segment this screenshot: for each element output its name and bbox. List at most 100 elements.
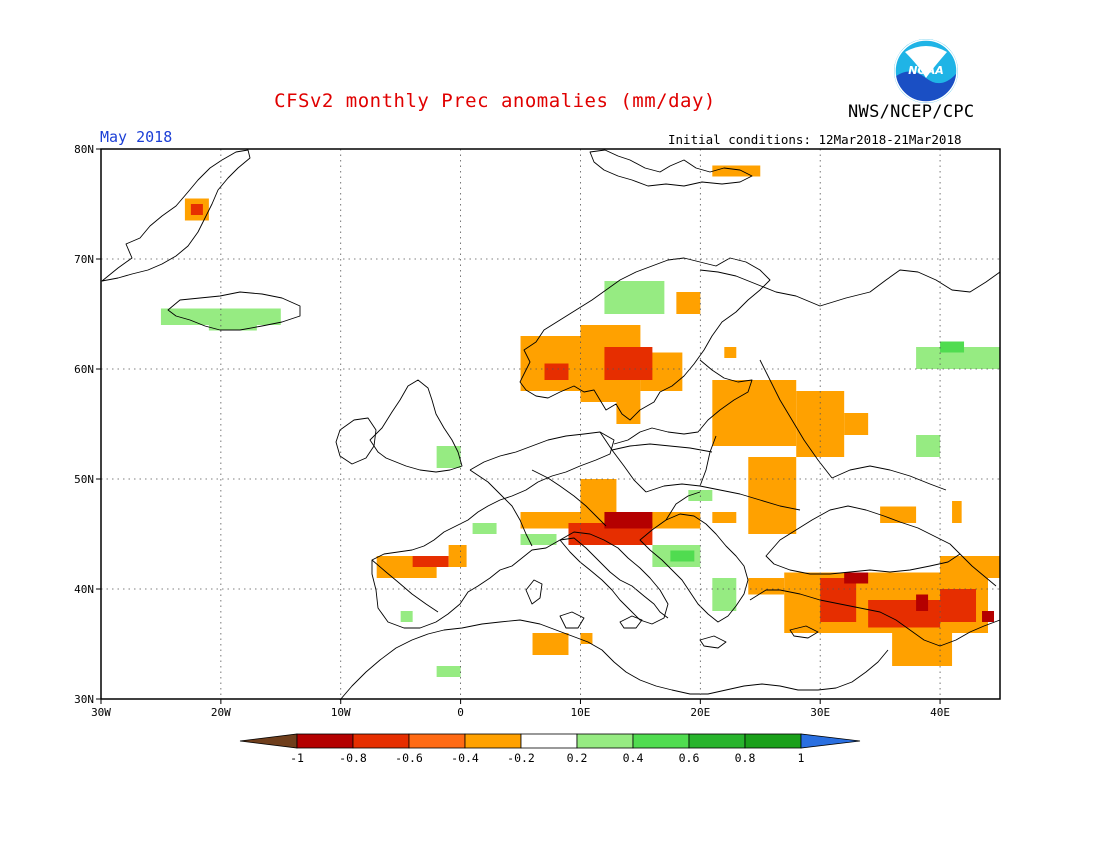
anomaly-cell <box>472 523 497 534</box>
coastlines <box>101 149 1001 701</box>
colorbar-segment <box>688 733 746 749</box>
anomaly-cell <box>604 347 653 380</box>
anomaly-cell <box>712 578 737 611</box>
logo-text: NOAA <box>908 64 944 77</box>
anomaly-cell <box>670 550 695 562</box>
lon-tick-label: 0 <box>457 706 464 719</box>
anomaly-cell <box>712 380 797 446</box>
organization-label: NWS/NCEP/CPC <box>848 102 975 122</box>
anomaly-cell <box>616 402 641 424</box>
lat-tick-label: 60N <box>74 363 94 376</box>
anomaly-cell <box>412 556 449 567</box>
colorbar-segment <box>296 733 354 749</box>
anomaly-cell <box>724 347 737 358</box>
lat-tick-label: 50N <box>74 473 94 486</box>
colorbar-segment <box>632 733 690 749</box>
anomaly-cell <box>580 633 593 644</box>
anomaly-cell <box>820 578 857 622</box>
coastline-anatolia <box>749 589 1001 647</box>
colorbar-tick-label: -0.8 <box>339 751 367 765</box>
colorbar-segment <box>744 733 802 749</box>
coastline-ireland <box>335 417 377 465</box>
coastline-svalbard <box>589 149 753 187</box>
anomaly-cell <box>580 479 617 512</box>
colorbar-tick-label: 0.4 <box>623 751 644 765</box>
anomaly-cell <box>916 594 929 611</box>
anomaly-cell <box>892 633 953 666</box>
lat-tick-label: 40N <box>74 583 94 596</box>
colorbar-tick-label: 0.8 <box>735 751 756 765</box>
colorbar-tick-label: -0.2 <box>507 751 535 765</box>
noaa-logo: NOAA <box>893 38 959 104</box>
chart-title: CFSv2 monthly Prec anomalies (mm/day) <box>274 90 716 112</box>
lat-tick-label: 70N <box>74 253 94 266</box>
anomaly-cell <box>436 666 461 677</box>
anomaly-cell <box>532 633 569 655</box>
colorbar-tick-label: -1 <box>290 751 304 765</box>
colorbar-tick-label: 1 <box>798 751 805 765</box>
colorbar-tick-label: 0.6 <box>679 751 700 765</box>
map-frame <box>100 148 1001 700</box>
colorbar-max-arrow <box>800 733 861 749</box>
lon-tick-label: 20W <box>211 706 231 719</box>
coastline-islands-mediterranean <box>525 579 819 649</box>
anomaly-cell <box>916 347 1000 369</box>
colorbar-tick-label: -0.4 <box>451 751 479 765</box>
initial-conditions: Initial conditions: 12Mar2018-21Mar2018 <box>668 132 962 147</box>
anomaly-cell <box>604 281 665 314</box>
coastline-continent-west <box>371 431 669 629</box>
colorbar-tick-label: 0.2 <box>567 751 588 765</box>
colorbar-tick-label: -0.6 <box>395 751 423 765</box>
anomaly-cell <box>544 363 569 380</box>
anomaly-cells <box>160 165 1000 677</box>
anomaly-cell <box>190 204 203 215</box>
anomaly-cell <box>940 589 977 622</box>
coastline-balkans <box>639 513 749 623</box>
forecast-period: May 2018 <box>100 128 173 146</box>
coastline-iberia-interior <box>371 559 439 613</box>
anomaly-cell <box>748 457 797 534</box>
anomaly-cell <box>952 501 962 523</box>
coastline-black-sea <box>765 505 961 575</box>
lon-tick-label: 10W <box>331 706 351 719</box>
anomaly-cell <box>844 413 869 435</box>
anomaly-cell <box>868 600 941 628</box>
anomaly-cell <box>844 572 869 584</box>
coastline-north-africa <box>339 619 889 701</box>
anomaly-cell <box>940 341 965 353</box>
colorbar-min-arrow <box>239 733 298 749</box>
coastline-greenland <box>101 149 251 282</box>
lat-tick-label: 80N <box>74 143 94 156</box>
axis-ticks: 30W 20W 10W 0 10E 20E 30E 40E 30N 40N 50N 60N 70N 80N <box>74 143 950 719</box>
coastline-italy <box>559 531 669 625</box>
coastline-britain <box>369 379 463 473</box>
anomaly-cell <box>436 446 461 468</box>
coastline-scandinavia <box>519 257 771 421</box>
anomaly-cell <box>604 512 653 529</box>
anomaly-cell <box>748 578 785 595</box>
anomaly-cell <box>712 165 761 177</box>
map-gridlines <box>101 149 1000 699</box>
anomaly-cell <box>982 611 995 622</box>
border-lines <box>469 359 947 547</box>
colorbar-segment <box>464 733 522 749</box>
lon-tick-label: 20E <box>690 706 710 719</box>
anomaly-cell <box>400 611 413 622</box>
lon-tick-label: 10E <box>571 706 591 719</box>
coastline-iceland <box>167 291 301 331</box>
colorbar-segment <box>408 733 466 749</box>
coastline-finland-russia <box>699 269 1001 307</box>
coastline-caspian <box>959 553 997 587</box>
anomaly-cell <box>448 545 467 567</box>
anomaly-cell <box>676 292 701 314</box>
lon-tick-label: 30W <box>91 706 111 719</box>
anomaly-cell <box>940 556 1000 578</box>
anomaly-cell <box>208 319 257 331</box>
colorbar: -1 -0.8 -0.6 -0.4 -0.2 0.2 0.4 0.6 0.8 1 <box>239 733 861 765</box>
lat-tick-label: 30N <box>74 693 94 706</box>
anomaly-cell <box>712 512 737 523</box>
lon-tick-label: 40E <box>930 706 950 719</box>
lon-tick-label: 30E <box>810 706 830 719</box>
coastline-baltic <box>613 359 753 445</box>
